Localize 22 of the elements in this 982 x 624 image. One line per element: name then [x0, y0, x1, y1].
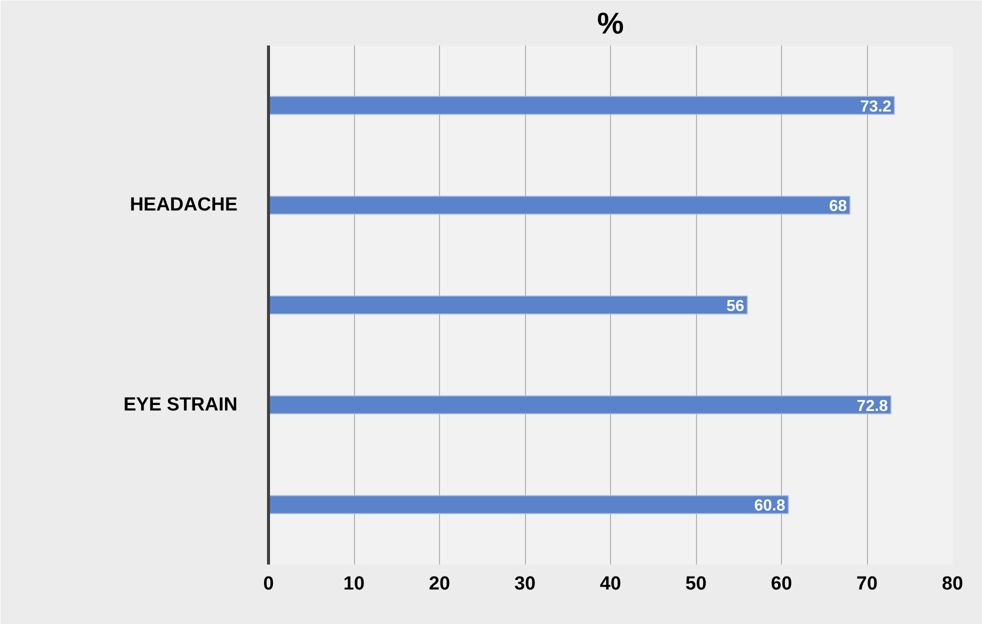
x-tick-label: 80: [942, 574, 964, 594]
data-label: 56: [726, 298, 744, 315]
data-label: 73.2: [860, 98, 892, 116]
x-tick-label: 30: [514, 574, 536, 594]
x-tick-label: 60: [770, 574, 792, 594]
x-tick-label: 10: [343, 574, 365, 594]
bar: [268, 395, 892, 414]
y-tick-label: EYE STRAIN: [123, 394, 238, 416]
y-tick-label: HEADACHE: [130, 194, 238, 216]
x-tick-label: 0: [263, 574, 274, 594]
bar: [268, 296, 748, 314]
bar: [268, 495, 789, 514]
data-label: 68: [829, 198, 847, 216]
data-label: 60.8: [754, 498, 786, 515]
x-tick-label: 40: [600, 574, 622, 594]
x-tick-label: 50: [685, 574, 707, 594]
data-label: 72.8: [856, 398, 888, 415]
x-tick-label: 70: [856, 574, 878, 594]
x-tick-label: 20: [428, 574, 450, 594]
chart-title: %: [597, 8, 624, 40]
bar: [268, 96, 895, 115]
bar: [268, 196, 850, 215]
